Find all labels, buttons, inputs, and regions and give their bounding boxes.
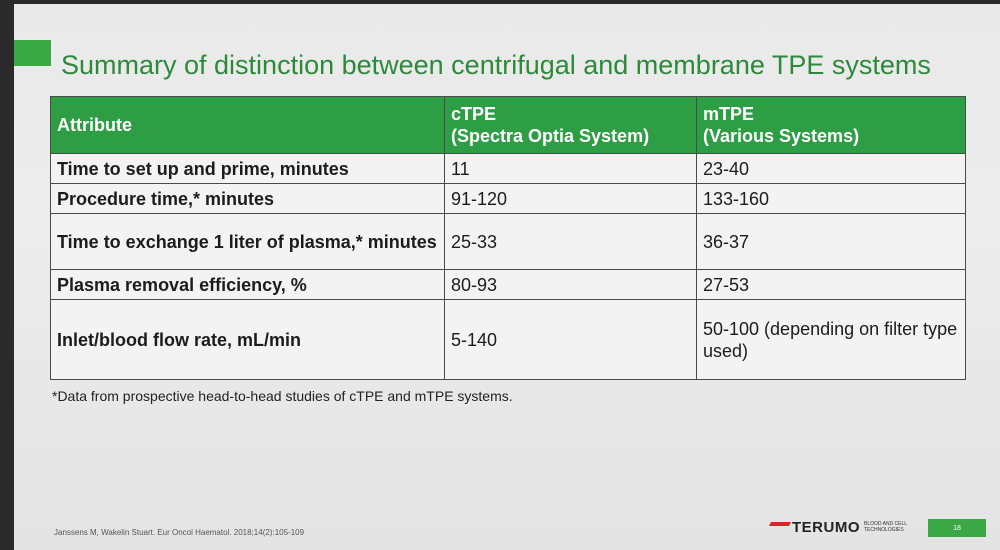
row-attribute: Plasma removal efficiency, % bbox=[50, 269, 445, 300]
row-attribute: Time to set up and prime, minutes bbox=[50, 153, 445, 184]
header-mtpe-system: (Various Systems) bbox=[703, 126, 860, 146]
row-mtpe-value: 36-37 bbox=[696, 213, 966, 270]
header-ctpe: cTPE (Spectra Optia System) bbox=[444, 96, 697, 154]
footnote: *Data from prospective head-to-head stud… bbox=[52, 388, 513, 404]
citation: Janssens M, Wakelin Stuart. Eur Oncol Ha… bbox=[54, 528, 305, 537]
comparison-table: Attribute cTPE (Spectra Optia System) mT… bbox=[50, 96, 966, 380]
table-row: Procedure time,* minutes 91-120 133-160 bbox=[50, 183, 966, 214]
slide: Summary of distinction between centrifug… bbox=[14, 4, 1000, 550]
row-ctpe-value: 11 bbox=[444, 153, 697, 184]
header-attribute: Attribute bbox=[50, 96, 445, 154]
header-mtpe-name: mTPE bbox=[703, 104, 755, 124]
row-mtpe-value: 133-160 bbox=[696, 183, 966, 214]
row-attribute: Inlet/blood flow rate, mL/min bbox=[50, 299, 445, 380]
slide-title: Summary of distinction between centrifug… bbox=[61, 50, 931, 80]
table-header-row: Attribute cTPE (Spectra Optia System) mT… bbox=[50, 96, 966, 154]
logo-swoosh-icon bbox=[768, 522, 792, 526]
table-row: Time to set up and prime, minutes 11 23-… bbox=[50, 153, 966, 184]
row-ctpe-value: 5-140 bbox=[444, 299, 697, 380]
header-mtpe: mTPE (Various Systems) bbox=[696, 96, 966, 154]
table-row: Inlet/blood flow rate, mL/min 5-140 50-1… bbox=[50, 299, 966, 380]
page-number: 18 bbox=[928, 519, 986, 537]
title-accent-bar bbox=[14, 40, 51, 66]
table-row: Time to exchange 1 liter of plasma,* min… bbox=[50, 213, 966, 270]
row-mtpe-value: 27-53 bbox=[696, 269, 966, 300]
row-ctpe-value: 25-33 bbox=[444, 213, 697, 270]
row-attribute: Time to exchange 1 liter of plasma,* min… bbox=[50, 213, 445, 270]
logo-tagline: BLOOD AND CELL TECHNOLOGIES bbox=[864, 521, 907, 533]
logo-wordmark: TERUMO bbox=[792, 518, 860, 536]
row-mtpe-value: 23-40 bbox=[696, 153, 966, 184]
header-ctpe-name: cTPE bbox=[451, 104, 497, 124]
row-mtpe-value: 50-100 (depending on filter type used) bbox=[696, 299, 966, 380]
row-ctpe-value: 91-120 bbox=[444, 183, 697, 214]
row-attribute: Procedure time,* minutes bbox=[50, 183, 445, 214]
header-ctpe-system: (Spectra Optia System) bbox=[451, 126, 650, 146]
terumo-logo: TERUMO BLOOD AND CELL TECHNOLOGIES bbox=[768, 515, 918, 539]
row-ctpe-value: 80-93 bbox=[444, 269, 697, 300]
table-row: Plasma removal efficiency, % 80-93 27-53 bbox=[50, 269, 966, 300]
